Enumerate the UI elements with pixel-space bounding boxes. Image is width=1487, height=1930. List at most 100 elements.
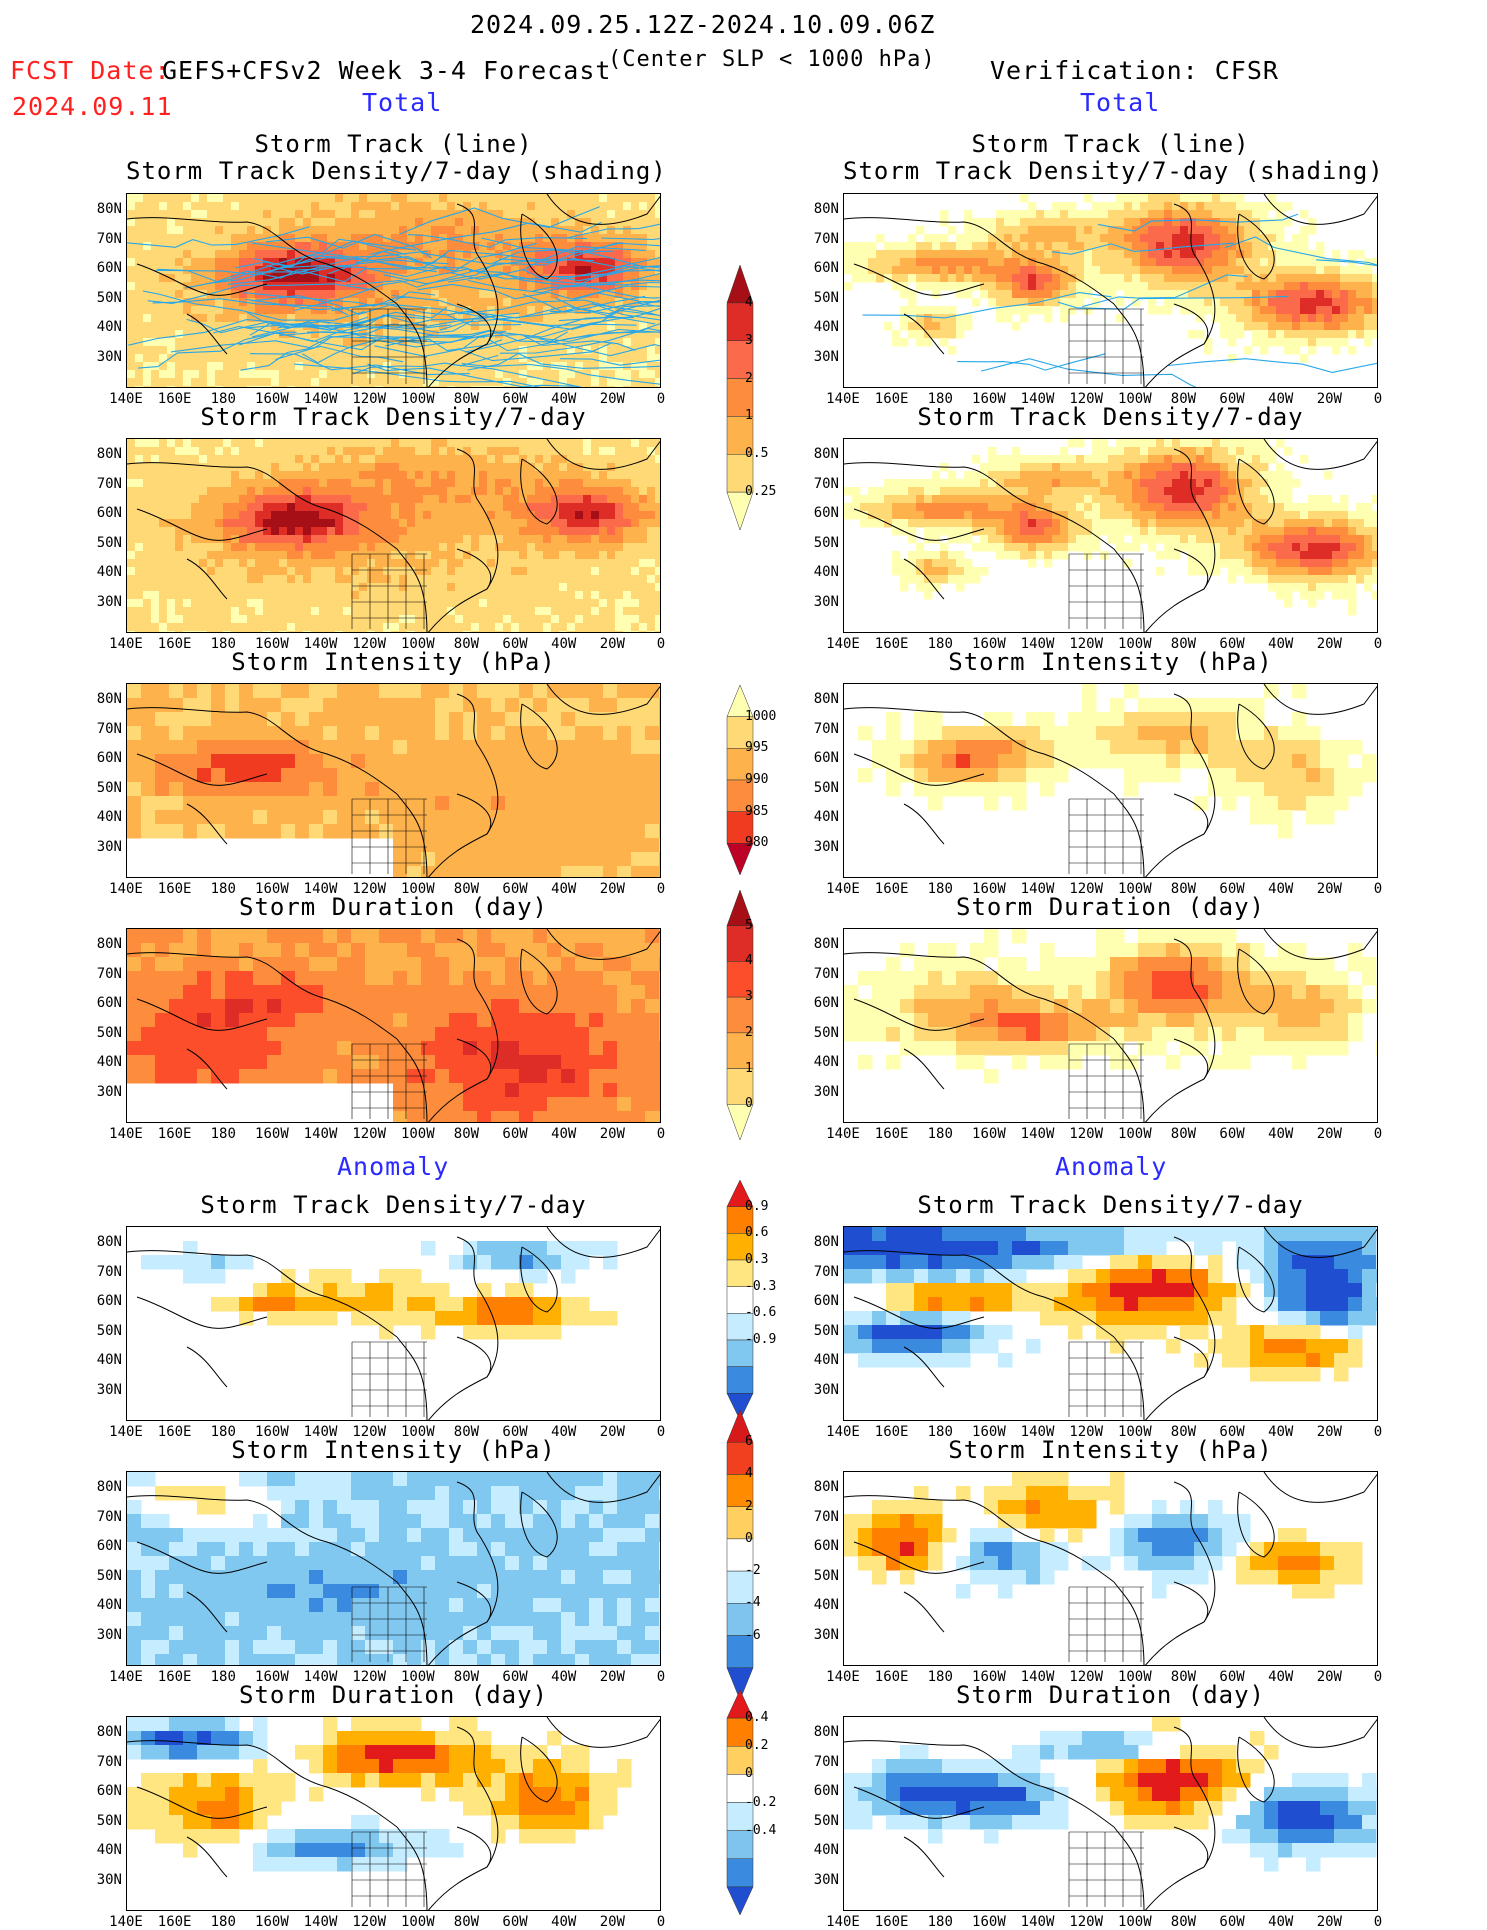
- field-cell: [191, 338, 200, 347]
- field-cell: [495, 471, 504, 480]
- field-cell: [631, 226, 640, 235]
- field-cell: [175, 479, 184, 488]
- field-cell: [255, 386, 264, 388]
- field-cell: [487, 378, 496, 387]
- field-cell: [1116, 210, 1125, 219]
- panel-title: Storm Track (line): [843, 130, 1378, 158]
- field-cell: [1172, 471, 1181, 480]
- field-cell: [295, 386, 304, 388]
- field-cell: [1156, 210, 1165, 219]
- field-cell: [239, 495, 248, 504]
- field-cell: [383, 202, 392, 211]
- field-cell: [239, 567, 248, 576]
- field-cell: [583, 631, 592, 633]
- field-cell: [1092, 479, 1101, 488]
- field-cell: [359, 202, 368, 211]
- field-cell: [407, 447, 416, 456]
- field-cell: [1220, 314, 1229, 323]
- field-cell: [1356, 503, 1365, 512]
- field-cell: [844, 282, 853, 291]
- field-cell: [1140, 266, 1149, 275]
- field-cell: [391, 386, 400, 388]
- field-cell: [431, 535, 440, 544]
- field-cell: [892, 487, 901, 496]
- field-cell: [375, 455, 384, 464]
- field-cell: [535, 535, 544, 544]
- field-cell: [892, 330, 901, 339]
- field-cell: [391, 607, 400, 616]
- field-cell: [647, 519, 656, 528]
- field-cell: [527, 447, 536, 456]
- field-cell: [1236, 282, 1245, 291]
- field-cell: [135, 575, 144, 584]
- field-cell: [335, 210, 344, 219]
- field-cell: [1308, 250, 1317, 259]
- field-cell: [479, 495, 488, 504]
- field-cell: [940, 234, 949, 243]
- field-cell: [996, 455, 1005, 464]
- field-cell: [511, 447, 520, 456]
- field-cell: [1252, 455, 1261, 464]
- field-cell: [215, 266, 224, 275]
- field-cell: [1100, 527, 1109, 536]
- field-cell: [279, 615, 288, 624]
- field-cell: [1060, 202, 1069, 211]
- field-cell: [1156, 455, 1165, 464]
- field-cell: [383, 591, 392, 600]
- field-cell: [343, 551, 352, 560]
- field-cell: [415, 615, 424, 624]
- field-cell: [319, 290, 328, 299]
- field-cell: [1108, 266, 1117, 275]
- field-cell: [1060, 503, 1069, 512]
- field-cell: [255, 615, 264, 624]
- field-cell: [303, 386, 312, 388]
- field-cell: [1332, 250, 1341, 259]
- field-cell: [1292, 519, 1301, 528]
- field-cell: [1020, 282, 1029, 291]
- section-total-left: Total: [362, 88, 442, 117]
- field-cell: [1244, 314, 1253, 323]
- field-cell: [231, 575, 240, 584]
- field-cell: [1308, 322, 1317, 331]
- field-cell: [1116, 218, 1125, 227]
- field-cell: [127, 527, 136, 536]
- field-cell: [551, 527, 560, 536]
- field-cell: [407, 471, 416, 480]
- field-cell: [279, 519, 288, 528]
- field-cell: [1260, 298, 1269, 307]
- field-cell: [399, 447, 408, 456]
- field-cell: [1348, 314, 1357, 323]
- field-cell: [135, 234, 144, 243]
- field-cell: [375, 575, 384, 584]
- field-cell: [191, 511, 200, 520]
- field-cell: [231, 346, 240, 355]
- field-cell: [1348, 519, 1357, 528]
- field-cell: [1228, 322, 1237, 331]
- field-cell: [1148, 242, 1157, 251]
- field-cell: [1268, 202, 1277, 211]
- field-cell: [215, 559, 224, 568]
- field-cell: [175, 386, 184, 388]
- field-cell: [159, 495, 168, 504]
- field-cell: [996, 282, 1005, 291]
- field-cell: [143, 234, 152, 243]
- field-cell: [1124, 250, 1133, 259]
- field-cell: [327, 194, 336, 203]
- field-cell: [543, 567, 552, 576]
- field-cell: [447, 202, 456, 211]
- field-cell: [383, 559, 392, 568]
- field-cell: [1044, 527, 1053, 536]
- field-cell: [215, 551, 224, 560]
- field-cell: [924, 322, 933, 331]
- field-cell: [127, 591, 136, 600]
- field-cell: [1148, 495, 1157, 504]
- field-cell: [1148, 290, 1157, 299]
- field-cell: [623, 591, 632, 600]
- field-cell: [1124, 202, 1133, 211]
- field-cell: [495, 599, 504, 608]
- field-cell: [932, 242, 941, 251]
- field-cell: [287, 471, 296, 480]
- field-cell: [527, 242, 536, 251]
- field-cell: [631, 503, 640, 512]
- field-cell: [900, 306, 909, 315]
